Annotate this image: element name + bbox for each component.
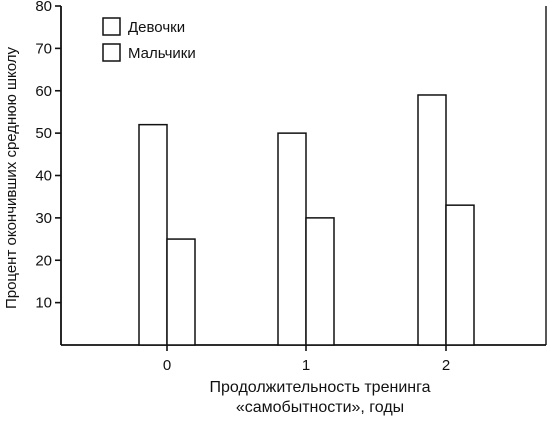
- bar-boys-2: [445, 204, 475, 346]
- y-tick-label: 60: [35, 83, 52, 100]
- y-tick-label: 70: [35, 40, 52, 57]
- bar-girls-2: [417, 94, 447, 346]
- bars: [138, 94, 475, 346]
- bar-girls-0: [138, 123, 168, 346]
- x-tick-label: 2: [442, 357, 450, 374]
- y-tick-label: 10: [35, 295, 52, 312]
- y-ticks: 10 20 30 40 50 60 70 80: [35, 0, 61, 312]
- x-tick-label: 0: [163, 357, 171, 374]
- x-axis-title-line-1: Продолжительность тренинга: [209, 379, 431, 396]
- legend: Девочки Мальчики: [102, 17, 196, 62]
- legend-label: Девочки: [128, 19, 185, 36]
- x-tick-label: 1: [302, 357, 310, 374]
- bar-boys-1: [305, 217, 335, 346]
- y-axis-title: Процент окончивших среднюю школу: [3, 46, 20, 309]
- bar-girls-1: [277, 132, 307, 346]
- y-tick-label: 80: [35, 0, 52, 15]
- x-axis-title-line-2: «самобытности», годы: [235, 399, 405, 416]
- y-tick-label: 50: [35, 125, 52, 142]
- x-ticks: 0 1 2: [163, 345, 450, 374]
- y-tick-label: 40: [35, 168, 52, 185]
- y-tick-label: 30: [35, 210, 52, 227]
- y-tick-label: 20: [35, 252, 52, 269]
- legend-swatch: [102, 17, 121, 36]
- legend-swatch: [102, 43, 121, 62]
- bar-boys-0: [166, 238, 196, 346]
- legend-label: Мальчики: [128, 45, 196, 62]
